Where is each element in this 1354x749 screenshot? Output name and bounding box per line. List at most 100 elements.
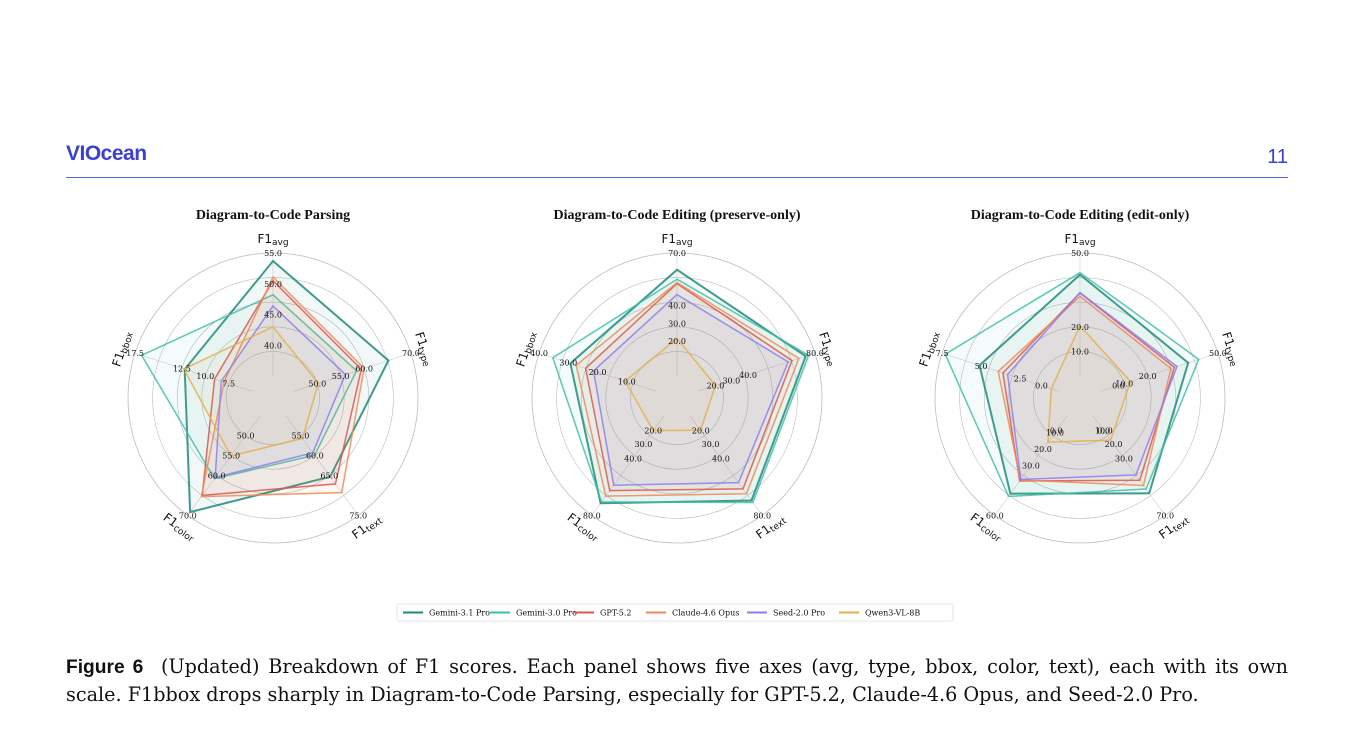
tick-label: 40.0: [624, 454, 642, 463]
tick-label: 10.0: [1115, 380, 1133, 389]
tick-label: 10.0: [618, 378, 636, 387]
legend-item-label: Gemini-3.1 Pro: [429, 609, 490, 618]
axis-label-base: F1: [817, 330, 835, 348]
tick-label: 20.0: [668, 337, 686, 346]
tick-label: 0.0: [1112, 382, 1125, 391]
radar-panel-2: Diagram-to-Code Editing (preserve-only) 2…: [513, 208, 835, 544]
axis-label-avg: F1avg: [661, 232, 692, 248]
page-number: 11: [1267, 146, 1288, 168]
tick-label: 30.0: [635, 440, 653, 449]
tick-label: 60.0: [355, 364, 373, 373]
tick-label: 7.5: [936, 349, 949, 358]
tick-label: 0.0: [1050, 427, 1063, 436]
tick-label: 40.0: [739, 371, 757, 380]
axis-label-base: F1: [413, 330, 431, 348]
axis-spoke: [293, 352, 411, 392]
axis-spoke: [689, 415, 763, 516]
tick-label: 40.0: [668, 302, 686, 311]
tick-label: 55.0: [291, 432, 309, 441]
tick-label: 45.0: [264, 311, 282, 320]
axis-label-base: F1: [1156, 522, 1176, 542]
tick-label: 30.0: [1115, 454, 1133, 463]
tick-label: 12.5: [173, 364, 191, 373]
axis-label-sub: color: [978, 523, 1002, 544]
tick-label: 17.5: [126, 349, 144, 358]
tick-label: 7.5: [222, 380, 235, 389]
tick-label: 80.0: [583, 511, 601, 520]
series-gemini-3-0-pro: [944, 271, 1200, 498]
tick-label: 10.0: [1046, 428, 1064, 437]
series-qwen3-vl-8b: [1047, 324, 1132, 443]
axis-label-base: F1: [109, 350, 127, 368]
tick-label: 10.0: [1071, 347, 1089, 356]
series-seed-2-0-pro: [592, 293, 790, 486]
panel-title: Diagram-to-Code Parsing: [196, 208, 350, 223]
tick-label: 60.0: [306, 452, 324, 461]
series-gemini-3-1-pro: [978, 273, 1190, 495]
tick-label: 30.0: [1022, 462, 1040, 471]
tick-label: 5.0: [975, 362, 988, 371]
tick-label: 0.0: [1035, 382, 1048, 391]
axis-spoke: [942, 352, 1060, 392]
axis-label-avg: F1avg: [1064, 232, 1095, 248]
axis-label-sub: color: [575, 523, 599, 544]
tick-label: 20.0: [707, 382, 725, 391]
axis-spoke: [285, 415, 359, 516]
axis-label-base: F1: [1220, 330, 1238, 348]
axis-label-sub: text: [1171, 516, 1192, 535]
tick-label: 80.0: [806, 349, 824, 358]
tick-label: 70.0: [402, 349, 420, 358]
radar-panel-3: Diagram-to-Code Editing (edit-only) 10.0 2…: [916, 208, 1238, 544]
axis-spoke: [591, 415, 665, 516]
tick-label: 20.0: [1034, 445, 1052, 454]
panel-title: Diagram-to-Code Editing (preserve-only): [553, 208, 800, 223]
tick-label: 20.0: [589, 368, 607, 377]
tick-label: 20.0: [1139, 372, 1157, 381]
axis-spoke: [1092, 415, 1166, 516]
tick-label: 50.0: [264, 280, 282, 289]
series-qwen3-vl-8b: [182, 325, 320, 457]
series-qwen3-vl-8b: [624, 337, 717, 432]
tick-label: 10.0: [196, 372, 214, 381]
radar-panel-1: Diagram-to-Code Parsing 40.0 45.0 50.0 55.0 5…: [109, 208, 431, 544]
tick-label: 2.5: [1014, 375, 1027, 384]
axis-label-base: F1: [968, 510, 988, 530]
axis-label-sub: text: [364, 516, 385, 535]
axis-label-base: F1: [513, 350, 531, 368]
axis-label-sub: avg: [676, 238, 693, 248]
axis-spoke: [539, 352, 657, 392]
tick-label: 70.0: [1156, 511, 1174, 520]
legend-item-label: GPT-5.2: [600, 609, 632, 618]
axis-label-base: F1: [349, 522, 369, 542]
legend-frame: [396, 603, 954, 622]
axis-label-sub: color: [171, 523, 195, 544]
tick-label: 40.0: [530, 349, 548, 358]
tick-label: 20.0: [692, 427, 710, 436]
axis-spoke: [697, 352, 815, 392]
axis-label-base: F1: [661, 232, 676, 246]
axis-label-avg: F1avg: [257, 232, 288, 248]
tick-label: 40.0: [264, 341, 282, 350]
legend-item-label: Claude-4.6 Opus: [672, 609, 739, 618]
axis-label-sub: avg: [1079, 238, 1096, 248]
tick-label: 10.0: [1095, 427, 1113, 436]
legend-item-label: Seed-2.0 Pro: [773, 609, 825, 618]
figure-label: Figure 6: [66, 657, 144, 678]
tick-label: 55.0: [332, 372, 350, 381]
figure-radar-charts: Diagram-to-Code Parsing 40.0 45.0 50.0 55.0 5…: [109, 208, 1238, 622]
series-seed-2-0-pro: [1006, 291, 1178, 481]
axis-label-sub: avg: [272, 238, 289, 248]
axis-label-base: F1: [161, 510, 181, 530]
tick-label: 50.0: [308, 380, 326, 389]
axis-label-sub: text: [768, 516, 789, 535]
tick-label: 50.0: [1209, 349, 1227, 358]
tick-label: 75.0: [349, 511, 367, 520]
axis-label-base: F1: [1064, 232, 1079, 246]
axis-label-base: F1: [565, 510, 585, 530]
tick-label: 65.0: [320, 472, 338, 481]
figure-caption: Figure 6 (Updated) Breakdown of F1 score…: [66, 653, 1288, 708]
series-seed-2-0-pro: [214, 304, 347, 479]
tick-label: 70.0: [179, 511, 197, 520]
tick-label: 40.0: [712, 454, 730, 463]
tick-label: 55.0: [222, 452, 240, 461]
